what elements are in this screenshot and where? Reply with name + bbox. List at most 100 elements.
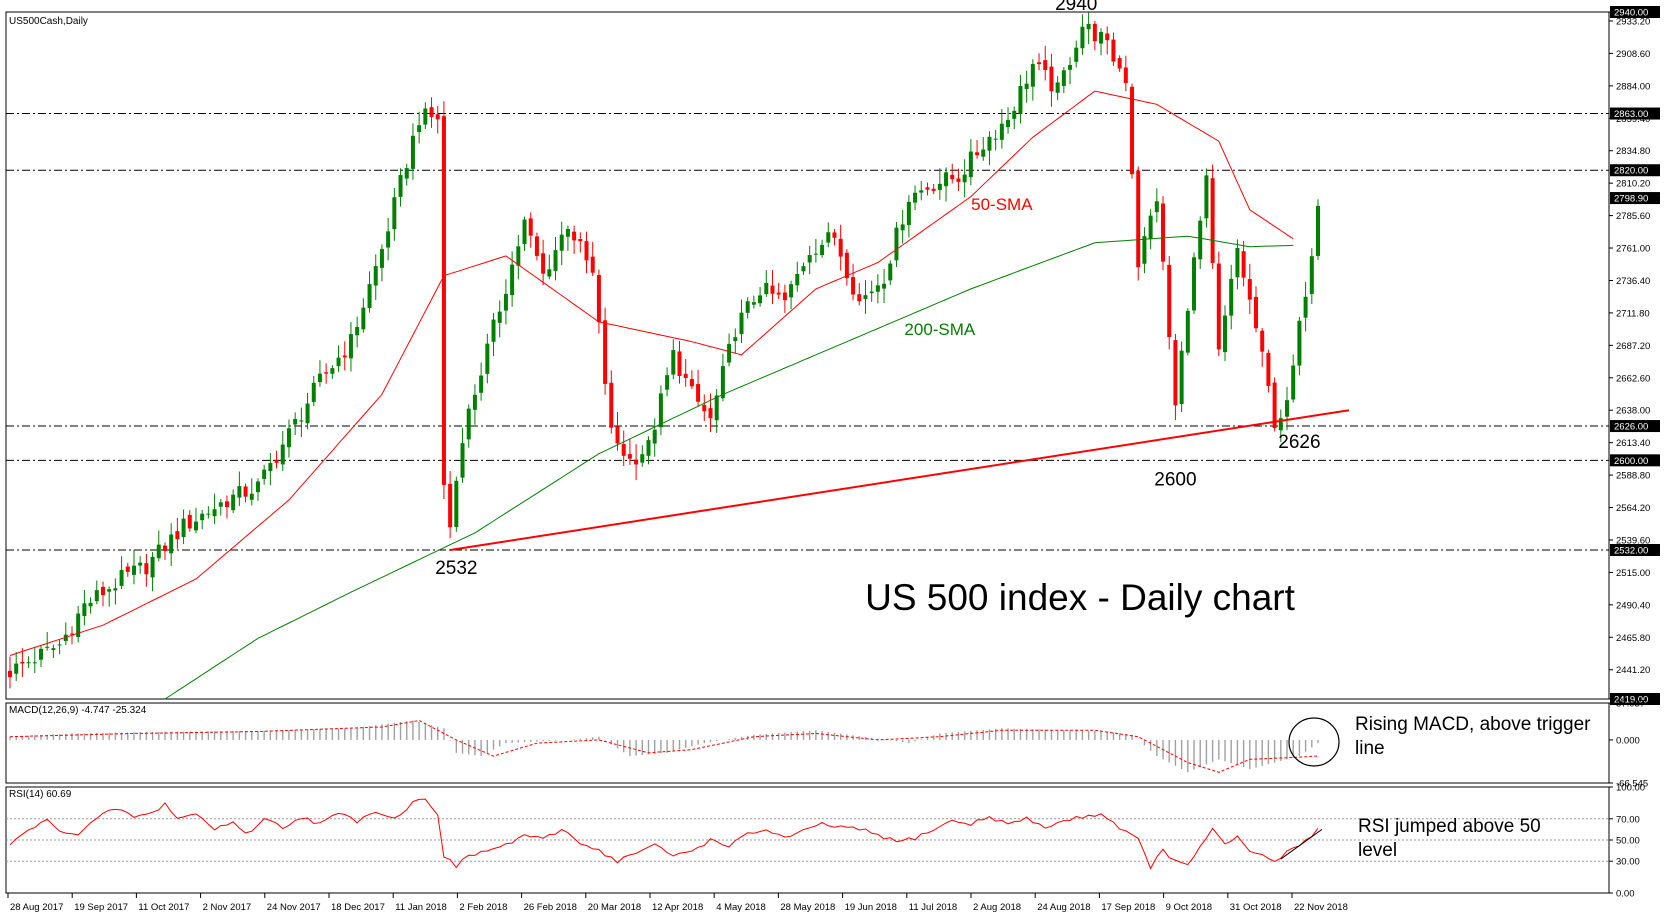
x-tick-label: 4 May 2018 [716, 902, 766, 913]
rsi-label: RSI(14) 60.69 [9, 789, 72, 800]
candle-up [299, 420, 304, 422]
candle-down [144, 563, 149, 575]
candle-down [224, 501, 229, 508]
rsi-y-tick-label: 70.00 [1616, 814, 1640, 825]
candle-up [1235, 248, 1240, 278]
candle-down [603, 320, 608, 384]
candle-up [355, 327, 360, 336]
x-tick-label: 28 Aug 2017 [10, 902, 63, 913]
candle-down [689, 379, 694, 387]
candle-up [1024, 83, 1029, 89]
rsi-y-tick-label: 50.00 [1616, 836, 1640, 847]
candle-down [572, 231, 577, 241]
price-y-tick-label: 2785.60 [1616, 211, 1650, 222]
macd-histogram [9, 720, 1319, 773]
candle-up [714, 395, 719, 421]
candle-up [1309, 256, 1314, 294]
candle-up [200, 513, 205, 521]
price-pane-border [5, 11, 1610, 700]
candle-up [999, 123, 1004, 140]
candle-down [1247, 279, 1252, 300]
candle-up [1086, 23, 1091, 30]
candle-down [627, 454, 632, 459]
candle-up [516, 246, 521, 266]
candle-up [826, 232, 831, 243]
candle-up [373, 266, 378, 286]
candle-up [913, 192, 918, 203]
candle-up [553, 250, 558, 271]
candle-down [609, 382, 614, 428]
macd-y-axis: 57.037 0.000 -66.545 [1609, 699, 1648, 790]
candle-down [1260, 330, 1265, 352]
candle-down [1092, 23, 1097, 42]
candle-down [776, 292, 781, 295]
candle-up [231, 494, 236, 511]
macd-label: MACD(12,26,9) -4.747 -25.324 [9, 705, 147, 716]
candle-up [348, 334, 353, 359]
annotation-200-sma: 200-SMA [904, 320, 976, 339]
candle-down [441, 116, 446, 485]
candle-up [51, 648, 56, 651]
candle-up [317, 373, 322, 383]
level-label-box [1610, 164, 1660, 177]
candle-up [206, 513, 211, 515]
candle-up [720, 366, 725, 399]
rsi-y-tick-label: 30.00 [1616, 857, 1640, 868]
candle-up [311, 382, 316, 402]
price-y-tick-label: 2687.20 [1616, 341, 1650, 352]
candle-down [956, 178, 961, 182]
candle-up [286, 428, 291, 448]
candle-up [1012, 110, 1017, 119]
macd-annotation: Rising MACD, above trigger line [1355, 714, 1591, 759]
candle-down [925, 187, 930, 190]
x-tick-label: 19 Jun 2018 [845, 902, 897, 913]
candle-up [820, 244, 825, 255]
candle-down [1049, 66, 1054, 92]
rsi-line [9, 798, 1319, 870]
candle-down [590, 256, 595, 273]
candle-up [404, 168, 409, 179]
price-annotations: 2940 2532 2600 2626 50-SMA 200-SMA [435, 0, 1320, 579]
candle-up [454, 480, 459, 527]
candle-down [615, 426, 620, 444]
candle-up [1068, 65, 1073, 70]
price-y-tick-label: 2810.20 [1616, 179, 1650, 190]
candle-up [1142, 236, 1147, 264]
candle-up [900, 224, 905, 231]
candle-up [993, 138, 998, 140]
candle-down [1173, 340, 1178, 406]
candle-up [658, 393, 663, 428]
candle-up [423, 108, 428, 125]
candle-up [26, 662, 31, 664]
candle-down [435, 114, 440, 120]
candle-up [45, 646, 50, 648]
candle-up [1303, 296, 1308, 318]
price-y-tick-label: 2711.80 [1616, 308, 1650, 319]
candle-up [813, 253, 818, 255]
candle-down [1136, 170, 1141, 268]
candle-down [578, 239, 583, 242]
current-price-box [1610, 192, 1660, 205]
x-tick-label: 18 Dec 2017 [331, 902, 385, 913]
chart-frame [5, 11, 1610, 894]
rsi-y-tick-label: 100.00 [1616, 783, 1645, 794]
candle-up [1285, 400, 1290, 417]
candle-up [330, 368, 335, 374]
x-tick-label: 24 Nov 2017 [267, 902, 321, 913]
candle-up [1198, 220, 1203, 260]
candle-down [125, 566, 130, 572]
candle-down [683, 373, 688, 378]
candle-up [962, 174, 967, 183]
candle-down [1105, 33, 1110, 41]
candle-up [193, 521, 198, 531]
candle-down [634, 459, 639, 465]
candle-down [851, 277, 856, 295]
level-label: 2419.00 [1614, 695, 1648, 706]
candle-up [1061, 70, 1066, 87]
candle-up [727, 343, 732, 363]
candle-down [1037, 62, 1042, 65]
level-label-box [1610, 693, 1660, 705]
candle-up [1204, 175, 1209, 219]
candle-up [937, 183, 942, 190]
